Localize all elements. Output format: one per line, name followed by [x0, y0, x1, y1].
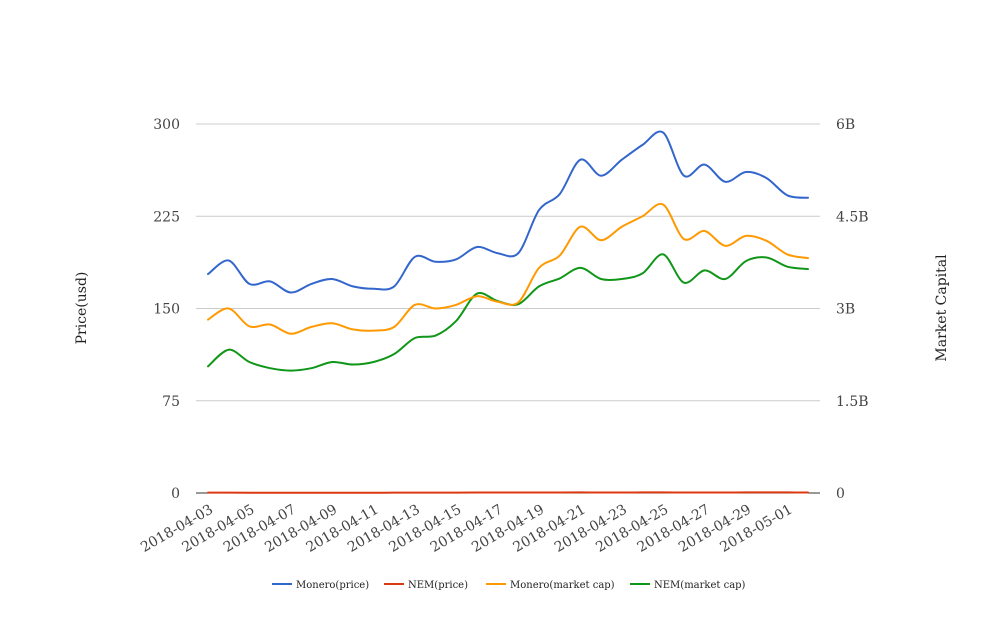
left-y-tick-label: 225 — [153, 209, 180, 225]
legend-label: NEM(price) — [408, 580, 468, 591]
legend-item[interactable]: NEM(price) — [384, 580, 468, 591]
right-y-tick-label: 0 — [836, 486, 845, 502]
legend-item[interactable]: NEM(market cap) — [630, 580, 746, 591]
right-y-tick-label: 3B — [836, 302, 855, 318]
right-y-tick-label: 6B — [836, 117, 855, 133]
legend-label: Monero(market cap) — [510, 580, 615, 591]
grid-layer — [196, 124, 820, 493]
legend-item[interactable]: Monero(price) — [272, 580, 369, 591]
series-line-monero-price — [208, 132, 808, 293]
left-axis-title: Price(usd) — [74, 272, 90, 345]
legend-label: Monero(price) — [296, 580, 369, 591]
left-y-tick-label: 300 — [153, 117, 180, 133]
right-y-tick-label: 4.5B — [836, 209, 869, 225]
series-line-monero-market-cap — [208, 204, 808, 334]
right-y-tick-label: 1.5B — [836, 394, 869, 410]
legend-item[interactable]: Monero(market cap) — [486, 580, 615, 591]
left-y-tick-label: 75 — [162, 394, 180, 410]
left-y-tick-label: 150 — [153, 302, 180, 318]
legend-label: NEM(market cap) — [654, 580, 746, 591]
series-layer — [208, 132, 808, 493]
series-line-nem-market-cap — [208, 254, 808, 370]
left-y-tick-label: 0 — [171, 486, 180, 502]
legend: Monero(price) NEM(price) Monero(market cap… — [272, 580, 746, 591]
right-axis-title: Market Capital — [934, 254, 950, 362]
